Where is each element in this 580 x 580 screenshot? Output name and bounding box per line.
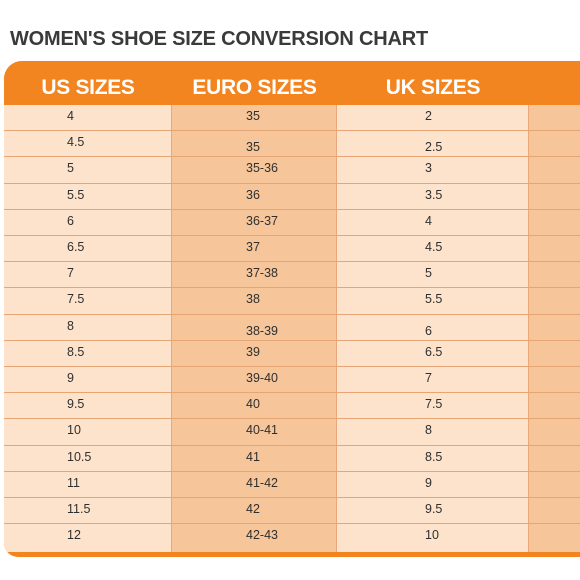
us-size-cell: 7.5: [67, 292, 85, 307]
uk-size-cell: 9: [425, 475, 432, 490]
us-size-cell: 8: [67, 318, 74, 333]
uk-size-cell: 2: [425, 109, 432, 123]
euro-size-cell: 40-41: [246, 423, 278, 438]
us-column-background: [4, 105, 171, 552]
row-divider: [4, 523, 580, 525]
column-divider: [336, 105, 337, 552]
us-size-cell: 9: [67, 371, 74, 385]
euro-size-cell: 39-40: [246, 371, 278, 385]
table-row: 5 35-36 3: [4, 157, 580, 183]
table-row: 7 37-38 5: [4, 262, 580, 288]
row-divider: [4, 156, 580, 158]
us-size-cell: 10: [67, 423, 81, 438]
euro-size-cell: 35: [246, 109, 260, 123]
table-header: US SIZES EURO SIZES UK SIZES: [4, 61, 580, 105]
table-row: 6.5 37 4.5: [4, 236, 580, 262]
table-row: 8 38-39 6: [4, 315, 580, 341]
uk-column-background: [337, 105, 528, 552]
table-row: 9.5 40 7.5: [4, 393, 580, 419]
us-size-cell: 11.5: [67, 502, 91, 516]
us-size-cell: 9.5: [67, 397, 85, 412]
table-row: 8.5 39 6.5: [4, 341, 580, 367]
table-row: 11 41-42 9: [4, 472, 580, 498]
table-row: 4.5 35 2.5: [4, 131, 580, 157]
uk-size-cell: 2.5: [425, 140, 443, 155]
euro-size-cell: 41-42: [246, 475, 278, 490]
euro-size-cell: 40: [246, 397, 260, 412]
table-row: 11.5 42 9.5: [4, 498, 580, 524]
row-divider: [4, 313, 580, 315]
table-row: 5.5 36 3.5: [4, 184, 580, 210]
euro-size-cell: 39: [246, 344, 260, 359]
table-body: 4 35 2 4.5 35 2.5 5 35-36 3 5.5 36 3.5 6 36-37 4 6.5 37 4…: [4, 105, 580, 552]
uk-size-cell: 6.5: [425, 344, 443, 359]
uk-size-cell: 9.5: [425, 502, 443, 516]
us-size-cell: 6.5: [67, 240, 85, 254]
us-size-cell: 5: [67, 161, 74, 176]
uk-size-cell: 8: [425, 423, 432, 438]
row-divider: [4, 208, 580, 210]
euro-column-background: [172, 105, 336, 552]
euro-size-cell: 38: [246, 292, 260, 307]
us-size-cell: 4: [67, 109, 74, 123]
euro-size-cell: 42: [246, 502, 260, 516]
uk-size-cell: 5: [425, 266, 432, 281]
euro-size-cell: 35: [246, 140, 260, 155]
euro-size-cell: 35-36: [246, 161, 278, 176]
table-row: 6 36-37 4: [4, 210, 580, 236]
header-uk-sizes: UK SIZES: [385, 76, 481, 99]
row-divider: [4, 392, 580, 394]
row-divider: [4, 261, 580, 263]
row-divider: [4, 497, 580, 498]
uk-size-cell: 6: [425, 323, 432, 338]
uk-size-cell: 4.5: [425, 240, 443, 254]
euro-size-cell: 36-37: [246, 213, 278, 228]
column-divider: [171, 105, 172, 552]
euro-size-cell: 37: [246, 240, 260, 254]
row-divider: [4, 287, 580, 289]
euro-size-cell: 42-43: [246, 528, 278, 543]
table-row: 10.5 41 8.5: [4, 446, 580, 472]
row-divider: [4, 418, 580, 420]
row-divider: [4, 470, 580, 472]
uk-size-cell: 8.5: [425, 449, 443, 464]
us-size-cell: 6: [67, 213, 74, 228]
uk-size-cell: 3: [425, 161, 432, 176]
table-row: 9 39-40 7: [4, 367, 580, 393]
header-us-sizes: US SIZES: [41, 76, 135, 99]
euro-size-cell: 41: [246, 449, 260, 464]
us-size-cell: 5.5: [67, 187, 85, 202]
size-conversion-table: US SIZES EURO SIZES UK SIZES 4 35 2 4.5 35 2.…: [4, 61, 580, 557]
chart-title: WOMEN'S SHOE SIZE CONVERSION CHART: [10, 28, 428, 50]
row-divider: [4, 444, 580, 446]
uk-size-cell: 4: [425, 213, 432, 228]
row-divider: [4, 130, 580, 132]
uk-size-cell: 10: [425, 528, 439, 543]
table-row: 7.5 38 5.5: [4, 288, 580, 314]
euro-size-cell: 36: [246, 187, 260, 202]
row-divider: [4, 339, 580, 341]
uk-size-cell: 3.5: [425, 187, 443, 202]
us-size-cell: 8.5: [67, 344, 85, 359]
uk-size-cell: 7: [425, 371, 432, 385]
uk-size-cell: 5.5: [425, 292, 443, 307]
column-divider: [528, 105, 529, 552]
us-size-cell: 12: [67, 528, 81, 543]
us-size-cell: 7: [67, 266, 74, 281]
row-divider: [4, 235, 580, 236]
row-divider: [4, 366, 580, 367]
table-row: 10 40-41 8: [4, 419, 580, 445]
us-size-cell: 4.5: [67, 135, 85, 150]
table-row: 4 35 2: [4, 105, 580, 131]
euro-size-cell: 38-39: [246, 323, 278, 338]
table-row: 12 42-43 10: [4, 524, 580, 550]
extra-column-background: [529, 105, 580, 552]
header-euro-sizes: EURO SIZES: [192, 76, 317, 99]
euro-size-cell: 37-38: [246, 266, 278, 281]
uk-size-cell: 7.5: [425, 397, 443, 412]
us-size-cell: 10.5: [67, 449, 92, 464]
row-divider: [4, 182, 580, 184]
us-size-cell: 11: [67, 475, 80, 490]
